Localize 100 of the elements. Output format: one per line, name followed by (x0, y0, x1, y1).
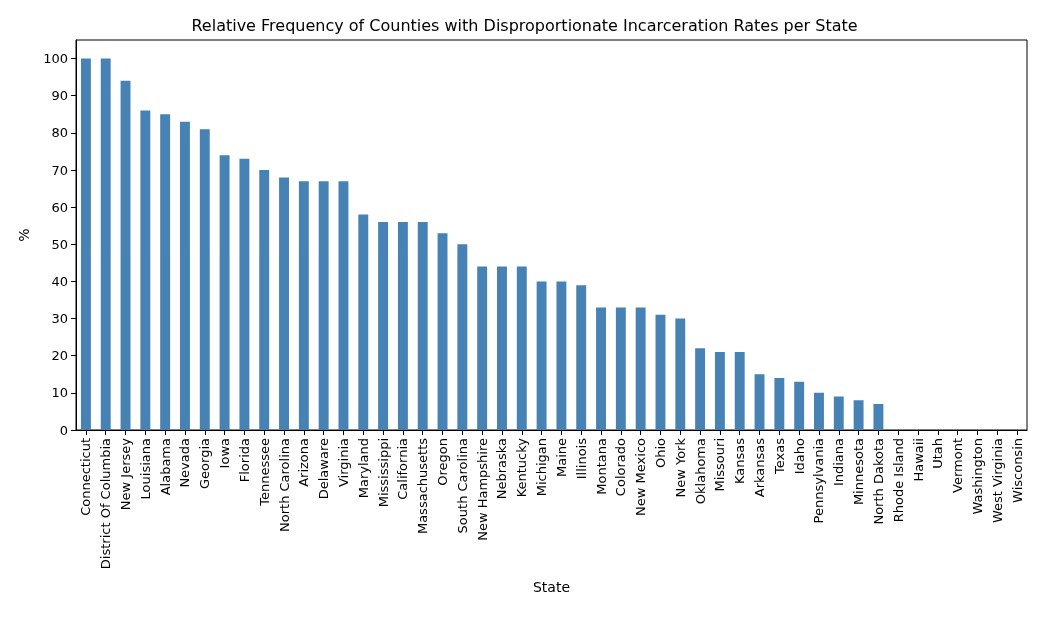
x-tick-label: Wisconsin (1009, 438, 1025, 503)
x-tick-label: New York (672, 437, 688, 498)
y-tick-label: 90 (51, 88, 68, 104)
bar (833, 396, 844, 430)
x-tick-label: Texas (771, 437, 787, 475)
bar (754, 374, 765, 430)
x-tick-label: Ohio (652, 437, 668, 469)
x-tick-label: Illinois (573, 437, 589, 480)
bar (853, 400, 864, 430)
y-tick-label: 60 (51, 199, 68, 215)
y-tick-label: 20 (51, 348, 68, 364)
y-tick-label: 10 (51, 385, 68, 401)
bar (80, 58, 91, 430)
x-tick-label: Arkansas (752, 437, 768, 498)
bar (516, 266, 527, 430)
x-tick-label: District Of Columbia (98, 438, 114, 570)
bar (239, 158, 250, 430)
bar (536, 281, 547, 430)
x-tick-label: Pennsylvania (811, 438, 827, 524)
bar (794, 381, 805, 430)
x-tick-label: New Jersey (118, 437, 134, 511)
bar (615, 307, 626, 430)
x-axis-title: State (532, 579, 571, 595)
x-tick-label: Iowa (217, 438, 233, 469)
bar (635, 307, 646, 430)
x-tick-label: Connecticut (78, 438, 94, 516)
x-tick-label: Tennessee (256, 438, 272, 507)
bar (437, 233, 448, 430)
bar (576, 285, 587, 430)
bar (497, 266, 507, 430)
x-tick-label: Vermont (950, 438, 966, 493)
chart-title: Relative Frequency of Counties with Disproportionate Incarceration Rates per State (191, 15, 858, 35)
x-tick-label: Colorado (613, 437, 629, 497)
bar (120, 80, 131, 430)
bar (378, 222, 389, 430)
y-tick-label: 0 (59, 422, 68, 438)
bar (397, 222, 408, 430)
x-tick-label: Louisiana (137, 438, 153, 500)
x-tick-label: California (395, 438, 411, 500)
bar (675, 318, 686, 430)
x-tick-label: Oklahoma (692, 438, 708, 505)
x-tick-label: Virginia (335, 438, 351, 488)
bar (596, 307, 606, 430)
y-tick-label: 50 (51, 236, 68, 252)
y-tick-label: 40 (51, 273, 68, 289)
y-tick-label: 100 (43, 51, 68, 67)
x-tick-label: Mississippi (375, 438, 391, 508)
bar (338, 181, 349, 430)
x-tick-label: Missouri (712, 438, 728, 492)
x-tick-label: Utah (930, 438, 946, 469)
x-tick-label: Nevada (177, 438, 193, 488)
bar (298, 181, 309, 430)
x-tick-label: Florida (236, 438, 252, 483)
x-tick-label: Massachusetts (415, 437, 431, 535)
x-tick-label: Washington (969, 438, 985, 515)
bar (140, 110, 151, 430)
x-tick-label: Kentucky (514, 437, 530, 498)
x-tick-label: Maryland (355, 438, 371, 499)
x-tick-label: Delaware (316, 438, 332, 500)
x-tick-label: Arizona (296, 438, 312, 487)
bar (714, 352, 725, 430)
x-tick-label: South Carolina (454, 438, 470, 534)
x-tick-label: Maine (553, 438, 569, 478)
bar (219, 155, 230, 430)
bar (100, 58, 111, 430)
x-tick-label: North Dakota (870, 438, 886, 525)
y-axis-title: % (16, 228, 32, 242)
x-tick-label: Minnesota (851, 438, 867, 506)
y-tick-label: 70 (51, 162, 68, 178)
x-tick-label: Georgia (197, 438, 213, 489)
bar (417, 222, 428, 430)
bar (556, 281, 567, 430)
x-tick-label: Indiana (831, 438, 847, 487)
bar (774, 378, 785, 430)
bar (457, 244, 468, 430)
bar (279, 177, 289, 430)
bar (814, 392, 824, 430)
bar (318, 181, 329, 430)
x-tick-label: Rhode Island (890, 438, 906, 523)
bar (180, 121, 190, 430)
x-tick-label: New Mexico (633, 437, 649, 516)
bar (199, 129, 210, 430)
x-tick-label: Michigan (534, 438, 550, 497)
bar (160, 114, 171, 430)
x-tick-label: Hawaii (910, 438, 926, 482)
bar (695, 348, 706, 430)
y-tick-label: 80 (51, 125, 68, 141)
bar (655, 314, 666, 430)
bar (873, 404, 884, 430)
x-tick-label: North Carolina (276, 438, 292, 532)
bar (477, 266, 488, 430)
x-tick-label: Idaho (791, 437, 807, 475)
x-tick-label: Montana (593, 438, 609, 495)
x-tick-label: Kansas (732, 437, 748, 485)
y-tick-label: 30 (51, 311, 68, 327)
bar (358, 214, 369, 430)
x-tick-label: West Virginia (989, 438, 1005, 524)
x-tick-label: Nebraska (494, 438, 510, 500)
bar (734, 352, 745, 430)
x-tick-label: Oregon (435, 438, 451, 486)
